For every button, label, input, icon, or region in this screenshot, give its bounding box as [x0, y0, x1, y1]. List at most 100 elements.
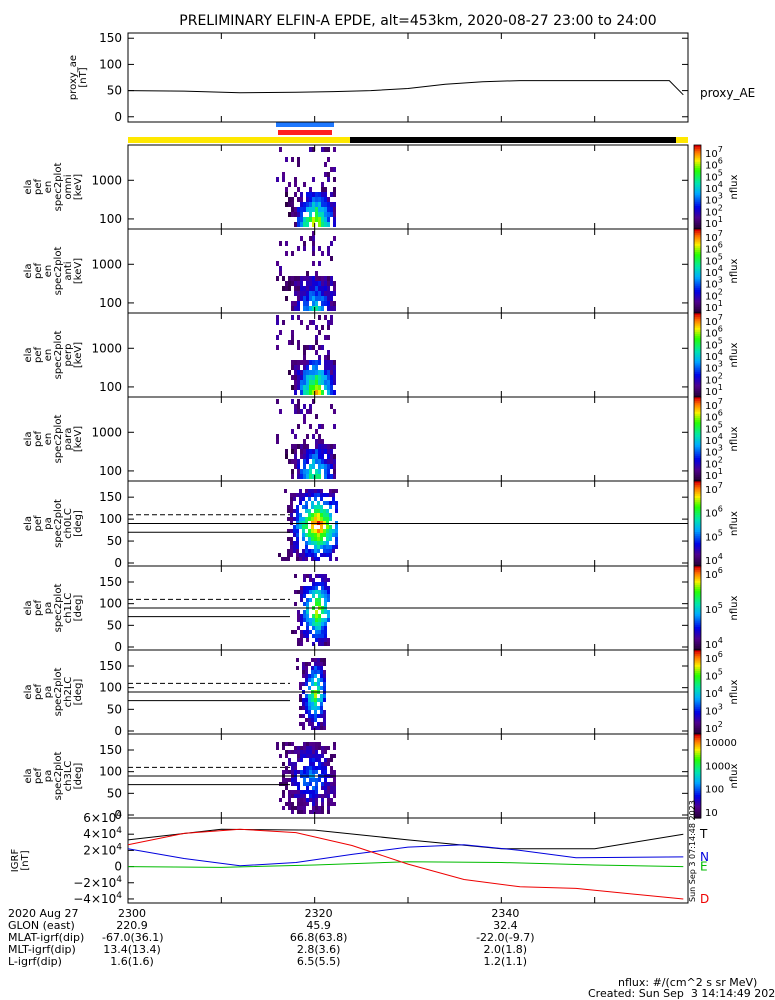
orbit-row-value: 13.4(13.4): [103, 943, 161, 956]
heatmap-cell: [318, 439, 321, 444]
heatmap-cell: [308, 533, 311, 537]
heatmap-cell: [314, 505, 317, 509]
colorbar-cell: [694, 226, 701, 230]
heatmap-cell: [335, 489, 338, 493]
heatmap-cell: [282, 320, 285, 325]
heatmap-cell: [288, 370, 291, 375]
heatmap-cell: [320, 694, 323, 698]
heatmap-cell: [327, 594, 330, 598]
heatmap-cell: [321, 746, 324, 750]
colorbar-cell: [694, 498, 701, 501]
colorbar-cell: [694, 664, 701, 668]
colorbar-cell: [694, 551, 701, 554]
heatmap-cell: [315, 429, 318, 434]
heatmap-cell: [299, 698, 302, 702]
ylabel-omni: ela pef en spec2plot omni [keV]: [23, 163, 84, 212]
colorbar-tick-exponent: 6: [718, 409, 723, 418]
heatmap-cell: [294, 590, 297, 594]
heatmap-cell: [306, 790, 309, 794]
heatmap-cell: [324, 622, 327, 626]
heatmap-cell: [312, 802, 315, 806]
heatmap-cell: [333, 147, 336, 152]
colorbar-cell: [694, 799, 701, 802]
colorbar-cell: [694, 415, 701, 419]
heatmap-cell: [299, 493, 302, 497]
colorbar-cell: [694, 540, 701, 544]
heatmap-cell: [312, 286, 315, 291]
heatmap-cell: [327, 246, 330, 251]
heatmap-cell: [332, 545, 335, 549]
heatmap-cell: [290, 493, 293, 497]
heatmap-cell: [293, 541, 296, 545]
colorbar-cell: [694, 744, 701, 748]
heatmap-cell: [330, 360, 333, 365]
heatmap-cell: [312, 197, 315, 202]
colorbar-cell: [694, 233, 701, 236]
colorbar-cell: [694, 631, 701, 634]
heatmap-cell: [291, 330, 294, 335]
heatmap-cell: [314, 706, 317, 710]
heatmap-cell: [327, 197, 330, 202]
colorbar-tick-exponent: 6: [718, 650, 723, 659]
y-axis-label: para: [63, 428, 74, 451]
heatmap-cell: [315, 758, 318, 762]
heatmap-cell: [279, 271, 282, 276]
heatmap-cell: [324, 590, 327, 594]
heatmap-cell: [318, 281, 321, 286]
heatmap-cell: [321, 464, 324, 469]
colorbar-cell: [694, 426, 701, 430]
colorbar-cell: [694, 457, 701, 461]
colorbar-cell: [694, 763, 701, 767]
heatmap-cell: [324, 586, 327, 590]
heatmap-cell: [329, 557, 332, 561]
heatmap-cell: [306, 782, 309, 786]
heatmap-cell: [311, 726, 314, 730]
y-axis-label: ch0LC: [63, 508, 74, 539]
colorbar-cell: [694, 441, 701, 444]
heatmap-cell: [297, 618, 300, 622]
y-axis-label: spec2plot: [53, 163, 64, 212]
heatmap-cell: [291, 469, 294, 474]
heatmap-cell: [323, 501, 326, 505]
colorbar-cell: [694, 515, 701, 518]
heatmap-cell: [285, 766, 288, 770]
heatmap-cell: [330, 370, 333, 375]
heatmap-cell: [333, 459, 336, 464]
colorbar-frame: [693, 733, 702, 819]
heatmap-cell: [297, 754, 300, 758]
heatmap-cell: [309, 385, 312, 390]
heatmap-cell: [285, 449, 288, 454]
heatmap-cell: [305, 489, 308, 493]
heatmap-cell: [300, 375, 303, 380]
colorbar-cell: [694, 315, 701, 318]
heatmap-anti: [276, 231, 336, 311]
heatmap-cell: [309, 276, 312, 281]
colorbar-cell: [694, 371, 701, 375]
heatmap-cell: [321, 325, 324, 330]
heatmap-cell: [294, 192, 297, 197]
heatmap-cell: [299, 557, 302, 561]
heatmap-cell: [327, 746, 330, 750]
heatmap-cell: [309, 766, 312, 770]
heatmap-cell: [279, 330, 282, 335]
created-note: Created: Sun Sep 3 14:14:49 2023: [588, 987, 775, 1000]
heatmap-cell: [318, 454, 321, 459]
heatmap-cell: [324, 301, 327, 306]
heatmap-cell: [303, 630, 306, 634]
heatmap-cell: [315, 350, 318, 355]
y-axis-label: spec2plot: [53, 247, 64, 296]
heatmap-cell: [291, 474, 294, 479]
heatmap-cell: [302, 549, 305, 553]
heatmap-cell: [333, 770, 336, 774]
heatmap-cell: [315, 474, 318, 479]
heatmap-cell: [305, 702, 308, 706]
colorbar-label: nflux: [729, 763, 740, 788]
heatmap-cell: [281, 557, 284, 561]
heatmap-cell: [329, 489, 332, 493]
y-axis-label: ela: [23, 431, 34, 446]
heatmap-cell: [288, 794, 291, 798]
colorbar-cell: [694, 424, 701, 427]
y-axis-label: spec2plot: [53, 584, 64, 633]
colorbar-cell: [694, 279, 701, 283]
colorbar-tick-label: 107: [705, 481, 723, 496]
